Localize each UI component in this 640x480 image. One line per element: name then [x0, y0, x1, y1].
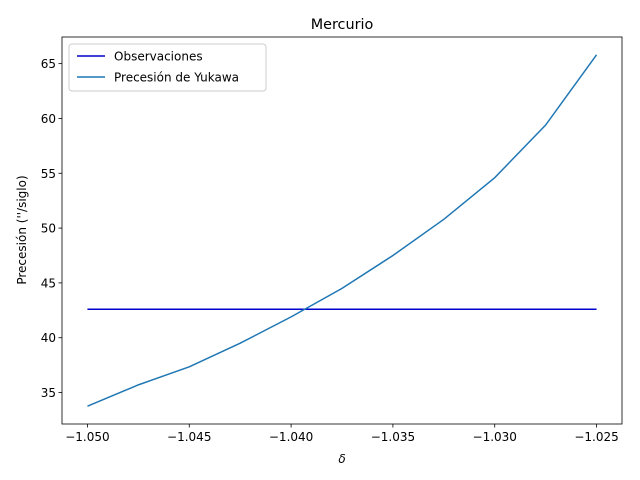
- legend-label-1: Observaciones: [114, 50, 203, 64]
- y-tick-label: 55: [41, 167, 56, 181]
- y-tick-label: 50: [41, 222, 56, 236]
- legend-label-2: Precesión de Yukawa: [114, 71, 239, 85]
- y-tick-label: 60: [41, 112, 56, 126]
- y-tick-label: 40: [41, 331, 56, 345]
- y-tick-label: 65: [41, 57, 56, 71]
- y-tick-label: 35: [41, 386, 56, 400]
- x-tick-label: −1.035: [371, 430, 415, 444]
- axis-ticks: −1.050 −1.045 −1.040 −1.035 −1.030 −1.025 35 40…: [41, 57, 619, 444]
- plot-area: [61, 36, 623, 425]
- y-tick-label: 45: [41, 276, 56, 290]
- y-axis-label: Precesión (''/siglo): [15, 175, 29, 284]
- series-line-2: [87, 54, 598, 407]
- x-axis-label: δ: [338, 452, 345, 466]
- legend-box: [68, 43, 267, 92]
- chart-title: Mercurio: [311, 17, 374, 33]
- legend: Observaciones Precesión de Yukawa: [68, 43, 267, 92]
- x-tick-label: −1.040: [269, 430, 313, 444]
- x-tick-label: −1.030: [473, 430, 517, 444]
- axes-frame: [61, 36, 623, 425]
- x-tick-label: −1.025: [574, 430, 618, 444]
- x-tick-label: −1.050: [65, 430, 109, 444]
- x-tick-label: −1.045: [167, 430, 211, 444]
